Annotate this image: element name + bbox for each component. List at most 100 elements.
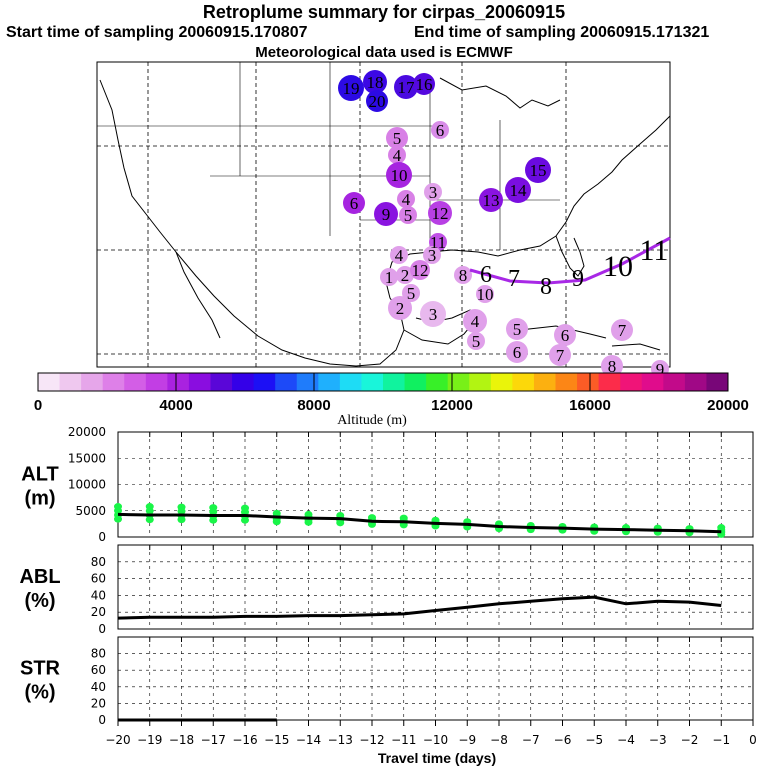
colorbar-tick-label: 16000 (569, 397, 611, 414)
y-axis-label: STR (%) (20, 658, 61, 704)
altitude-point (114, 503, 122, 511)
y-tick-label: 40 (91, 588, 106, 602)
colorbar-cells (38, 373, 729, 391)
colorbar-cell (684, 373, 707, 391)
plume-point-label: 20 (369, 92, 386, 111)
altitude-point (304, 510, 313, 518)
colorbar-cell (210, 373, 233, 391)
altitude-point (399, 514, 408, 522)
y-tick-label: 15000 (68, 451, 106, 465)
x-tick-label: −6 (554, 733, 572, 747)
colorbar-cell (555, 373, 578, 391)
x-tick-label: −9 (458, 733, 476, 747)
plume-point (525, 157, 551, 183)
plume-point (479, 188, 503, 212)
colorbar-cell (253, 373, 276, 391)
plume-point (506, 318, 528, 340)
panel-abl: 0 20 40 60 80 ABL (%) (19, 544, 754, 636)
plume-point-label: 5 (393, 129, 402, 148)
y-axis-label-line: ALT (21, 464, 58, 486)
plume-point (343, 192, 365, 214)
plume-point-label: 6 (436, 121, 445, 140)
x-tick-label: −19 (137, 733, 162, 747)
y-axis-label: ALT (m) (21, 464, 58, 510)
colorbar-cell (296, 373, 319, 391)
altitude-point (209, 504, 218, 512)
colorbar-title: Altitude (m) (337, 413, 407, 428)
plume-point (428, 201, 452, 225)
altitude-point (145, 503, 154, 511)
plume-point (410, 260, 430, 280)
great-lakes-path (439, 77, 561, 109)
colorbar-cell (232, 373, 255, 391)
y-axis-label-line: (%) (24, 590, 55, 612)
track-label: 8 (540, 274, 552, 300)
y-tick-label: 20 (91, 696, 106, 710)
track-line (469, 236, 671, 285)
colorbar-tick-label: 8000 (297, 397, 330, 414)
plume-point-label: 3 (429, 305, 438, 324)
plume-point (396, 266, 414, 284)
plume-point (363, 70, 387, 94)
x-tick-label: −8 (490, 733, 508, 747)
baja-path (175, 251, 221, 339)
altitude-point (177, 503, 186, 511)
hispaniola-path (611, 343, 661, 351)
colorbar-tick-label: 20000 (707, 397, 749, 414)
colorbar-cell (598, 373, 621, 391)
plume-point (380, 268, 398, 286)
plume-point-label: 13 (483, 191, 500, 210)
plume-point (388, 146, 406, 164)
plume-point (505, 177, 531, 203)
colorbar-cell (145, 373, 168, 391)
plume-point-label: 6 (513, 343, 522, 362)
plume-point (338, 75, 364, 101)
plume-point (611, 319, 633, 341)
plume-point-label: 14 (510, 181, 528, 200)
colorbar-tick-label: 0 (34, 397, 42, 414)
colorbar-cell (38, 373, 61, 391)
colorbar-cell (275, 373, 298, 391)
x-tick-label: −12 (359, 733, 384, 747)
colorbar-tick-label: 12000 (431, 397, 473, 414)
plume-point-label: 4 (393, 146, 402, 165)
plume-point (549, 344, 571, 366)
plume-point-label: 11 (430, 233, 446, 252)
y-axis-label-line: (%) (24, 682, 55, 704)
end-time-label: End time of sampling 20060915.171321 (414, 24, 710, 41)
plume-point-label: 3 (428, 246, 437, 265)
colorbar-cell (59, 373, 82, 391)
x-tick-label: −11 (391, 733, 416, 747)
y-tick-label: 80 (91, 555, 106, 569)
y-axis-label-line: (m) (24, 488, 55, 510)
y-tick-label: 10000 (68, 478, 106, 492)
track-label: 10 (603, 250, 633, 283)
colorbar-cell (167, 373, 190, 391)
plume-point-label: 9 (382, 205, 391, 224)
x-tick-label: −15 (264, 733, 289, 747)
x-tick-label: −4 (617, 733, 635, 747)
plume-point-label: 12 (412, 261, 429, 280)
plume-point-label: 8 (459, 266, 468, 285)
plume-point-label: 16 (416, 75, 433, 94)
colorbar-cell (490, 373, 513, 391)
y-tick-label: 20000 (68, 425, 106, 439)
plume-point (423, 246, 441, 264)
x-axis-title: Travel time (days) (378, 750, 496, 766)
colorbar-cell (533, 373, 556, 391)
altitude-median-line (117, 512, 722, 534)
x-axis: −20 −19 −18 −17 −16 −15 −14 −13 −12 −11 −10 −9 −8 −7−… (105, 720, 757, 747)
plume-point-label: 5 (407, 284, 416, 303)
plume-point (420, 301, 446, 327)
plume-point (454, 266, 472, 284)
plume-point (476, 285, 494, 303)
plume-point-label: 4 (402, 190, 411, 209)
x-tick-label: −2 (681, 733, 699, 747)
altitude-point (368, 514, 376, 522)
colorbar-frame (37, 372, 729, 392)
y-tick-label: 0 (98, 530, 106, 544)
y-tick-label: 60 (91, 572, 106, 586)
y-tick-label: 5000 (75, 504, 106, 518)
